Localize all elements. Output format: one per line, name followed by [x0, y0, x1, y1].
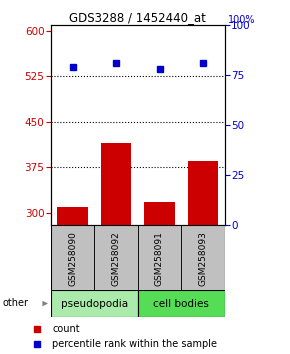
- Text: count: count: [52, 324, 80, 334]
- Bar: [57, 207, 88, 225]
- Bar: [138, 290, 225, 317]
- Bar: [138, 225, 181, 292]
- Bar: [144, 202, 175, 225]
- Text: other: other: [3, 298, 29, 308]
- Text: 100%: 100%: [228, 15, 256, 25]
- Bar: [94, 225, 138, 292]
- Text: cell bodies: cell bodies: [153, 298, 209, 309]
- Bar: [188, 161, 218, 225]
- Text: GSM258093: GSM258093: [198, 231, 208, 286]
- Text: GSM258091: GSM258091: [155, 231, 164, 286]
- Text: percentile rank within the sample: percentile rank within the sample: [52, 339, 217, 349]
- Bar: [101, 143, 131, 225]
- Text: GSM258090: GSM258090: [68, 231, 77, 286]
- Text: GSM258092: GSM258092: [111, 231, 121, 286]
- Text: pseudopodia: pseudopodia: [61, 298, 128, 309]
- Bar: [181, 225, 225, 292]
- Title: GDS3288 / 1452440_at: GDS3288 / 1452440_at: [69, 11, 206, 24]
- Bar: [51, 225, 94, 292]
- Bar: [51, 290, 138, 317]
